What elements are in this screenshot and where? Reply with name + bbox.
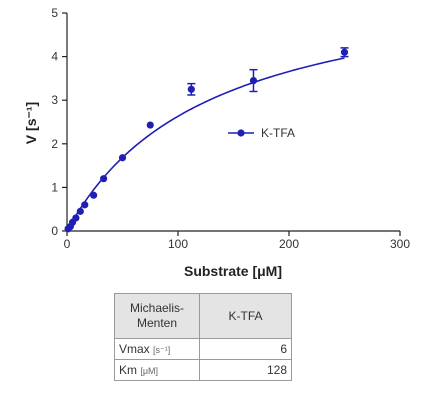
y-tick-label-2: 2 bbox=[51, 137, 58, 151]
data-point-4 bbox=[76, 207, 84, 215]
fit-layer bbox=[66, 57, 345, 232]
table-header-row: Michaelis- Menten K-TFA bbox=[114, 293, 292, 339]
x-axis-label: Substrate [μM] bbox=[184, 263, 282, 279]
table-row-km: Km [μM] 128 bbox=[114, 359, 292, 381]
vmax-value: 6 bbox=[199, 338, 292, 360]
data-point-5 bbox=[81, 201, 89, 209]
data-point-6 bbox=[90, 191, 98, 199]
km-unit: [μM] bbox=[140, 366, 159, 376]
vmax-label: Vmax bbox=[119, 342, 150, 356]
data-point-7 bbox=[100, 175, 108, 183]
data-point-12 bbox=[340, 48, 349, 56]
data-point-8 bbox=[118, 154, 127, 162]
points-layer bbox=[64, 47, 349, 233]
data-point-3 bbox=[72, 214, 80, 222]
fit-curve bbox=[66, 57, 345, 232]
x-tick-label-0: 0 bbox=[64, 237, 71, 251]
legend-marker bbox=[237, 129, 245, 137]
vmax-label-cell: Vmax [s⁻¹] bbox=[114, 338, 200, 360]
y-tick-label-5: 5 bbox=[51, 6, 58, 20]
km-label: Km bbox=[119, 363, 137, 377]
km-value: 128 bbox=[199, 359, 292, 381]
legend: K-TFA bbox=[228, 126, 295, 140]
table-header-series: K-TFA bbox=[199, 293, 292, 339]
km-label-cell: Km [μM] bbox=[114, 359, 200, 381]
chart: 0 100 200 300 0 1 2 3 4 5 K-TFA Substrate [μM] V … bbox=[23, 6, 410, 279]
data-point-10 bbox=[187, 85, 195, 93]
table-row-vmax: Vmax [s⁻¹] 6 bbox=[114, 338, 292, 360]
legend-label: K-TFA bbox=[261, 126, 295, 140]
header-line-2: Menten bbox=[136, 316, 178, 330]
header-line-1: Michaelis- bbox=[129, 301, 184, 315]
y-tick-label-4: 4 bbox=[51, 50, 58, 64]
kinetics-table: Michaelis- Menten K-TFA Vmax [s⁻¹] 6 Km … bbox=[114, 293, 292, 381]
y-tick-label-0: 0 bbox=[51, 224, 58, 238]
vmax-unit: [s⁻¹] bbox=[153, 345, 171, 355]
data-point-11 bbox=[249, 76, 258, 85]
x-tick-label-1: 100 bbox=[168, 237, 188, 251]
data-point-9 bbox=[146, 121, 154, 129]
y-axis-label: V [s⁻¹] bbox=[23, 102, 39, 144]
x-tick-label-3: 300 bbox=[390, 237, 410, 251]
table-header-model: Michaelis- Menten bbox=[114, 293, 200, 339]
y-tick-label-3: 3 bbox=[51, 93, 58, 107]
axes: 0 100 200 300 0 1 2 3 4 5 bbox=[51, 6, 410, 251]
x-tick-label-2: 200 bbox=[279, 237, 299, 251]
y-tick-label-1: 1 bbox=[51, 180, 58, 194]
